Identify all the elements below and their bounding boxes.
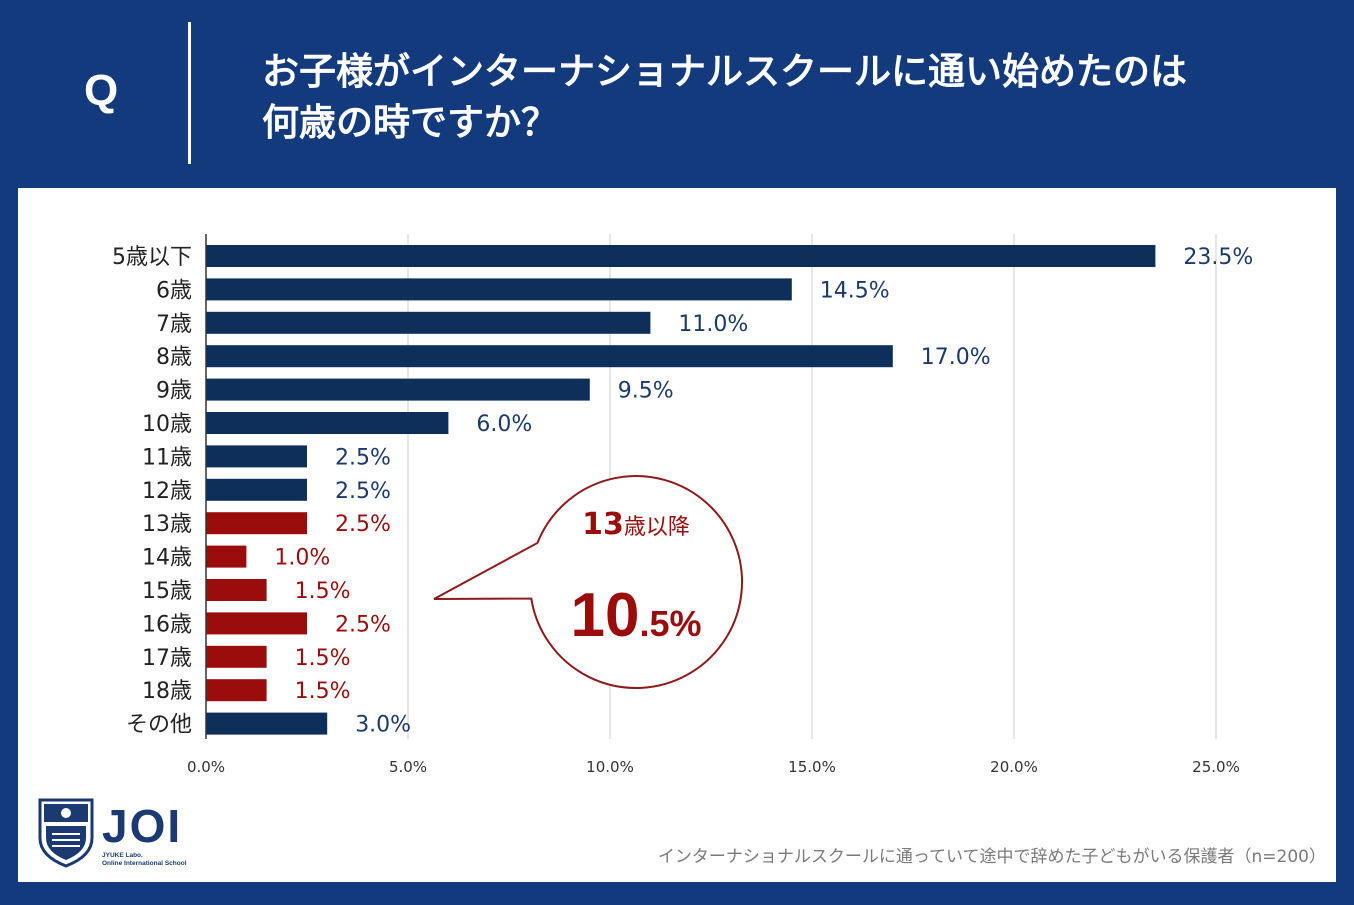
header-divider xyxy=(188,22,191,164)
question-line-1: お子様がインターナショナルスクールに通い始めたのは xyxy=(262,50,1187,93)
data-label: 6.0% xyxy=(476,412,532,437)
data-label: 2.5% xyxy=(335,612,391,637)
x-tick-label: 5.0% xyxy=(389,758,427,776)
bar-chart: 0.0% 5.0% 10.0% 15.0% 20.0% 25.0% 5歳以下 23.5% 6歳 1… xyxy=(112,234,1253,776)
bar xyxy=(206,579,267,601)
category-label: 16歳 xyxy=(142,612,192,637)
brand-sub-line-1: JYUKE Labo. xyxy=(102,852,143,859)
x-tick-label: 10.0% xyxy=(586,758,634,776)
callout-title-suffix: 歳以降 xyxy=(624,515,690,540)
data-label: 3.0% xyxy=(355,713,411,738)
bar xyxy=(206,512,307,535)
callout-value: 10.5% xyxy=(570,581,701,650)
chart-panel: 0.0% 5.0% 10.0% 15.0% 20.0% 25.0% 5歳以下 23.5% 6歳 1… xyxy=(18,188,1336,882)
bar xyxy=(206,412,449,434)
data-label: 1.5% xyxy=(295,646,351,671)
question-text: お子様がインターナショナルスクールに通い始めたのは 何歳の時ですか？ xyxy=(262,46,1322,148)
data-label: 2.5% xyxy=(335,512,391,537)
data-label: 2.5% xyxy=(335,445,391,470)
x-tick-label: 15.0% xyxy=(788,758,836,776)
category-label: 8歳 xyxy=(156,345,192,370)
brand-sub-line-2: Online International School xyxy=(102,860,187,867)
category-label: 6歳 xyxy=(156,278,192,303)
bar xyxy=(206,445,307,468)
x-tick-label: 20.0% xyxy=(990,758,1038,776)
category-label: 12歳 xyxy=(142,479,192,504)
bar xyxy=(206,378,590,401)
data-label: 9.5% xyxy=(618,379,674,404)
data-label: 17.0% xyxy=(921,345,991,370)
category-label: 5歳以下 xyxy=(112,245,192,270)
bar xyxy=(206,478,307,501)
bar xyxy=(206,645,267,668)
brand-subtitle: JYUKE Labo. Online International School xyxy=(102,852,187,868)
data-label: 1.5% xyxy=(295,679,351,704)
callout-outline xyxy=(433,475,743,689)
data-label: 1.5% xyxy=(295,579,351,604)
category-label: 14歳 xyxy=(142,546,192,571)
category-label: 11歳 xyxy=(142,445,192,470)
bar xyxy=(206,345,893,368)
question-letter: Q xyxy=(84,66,119,115)
category-label: 17歳 xyxy=(142,646,192,671)
category-label: その他 xyxy=(126,713,192,738)
x-tick-label: 0.0% xyxy=(187,758,225,776)
brand-name: JOI xyxy=(102,800,183,852)
category-label: 10歳 xyxy=(142,412,192,437)
category-label: 18歳 xyxy=(142,679,192,704)
category-label: 13歳 xyxy=(142,512,192,537)
bar xyxy=(206,311,651,334)
bar xyxy=(206,712,328,735)
x-tick-label: 25.0% xyxy=(1192,758,1240,776)
data-label: 23.5% xyxy=(1183,245,1253,270)
data-label: 14.5% xyxy=(820,278,890,303)
category-label: 9歳 xyxy=(156,379,192,404)
callout-bubble xyxy=(433,475,743,689)
footnote: インターナショナルスクールに通っていて途中で辞めた子どもがいる保護者（n=200… xyxy=(657,847,1326,867)
bar xyxy=(206,278,792,301)
callout-title: 13歳以降 xyxy=(582,507,690,542)
bar xyxy=(206,245,1156,267)
callout-value-suffix: .5% xyxy=(639,603,701,644)
callout-title-number: 13 xyxy=(582,507,624,542)
category-label: 7歳 xyxy=(156,312,192,337)
joi-logo-icon xyxy=(38,798,94,868)
callout-value-number: 10 xyxy=(570,581,639,650)
category-label: 15歳 xyxy=(142,579,192,604)
bar xyxy=(206,679,267,702)
data-label: 2.5% xyxy=(335,479,391,504)
data-label: 1.0% xyxy=(274,546,330,571)
bar xyxy=(206,545,247,568)
bar xyxy=(206,612,307,635)
question-line-2: 何歳の時ですか？ xyxy=(262,101,558,144)
data-label: 11.0% xyxy=(678,312,748,337)
